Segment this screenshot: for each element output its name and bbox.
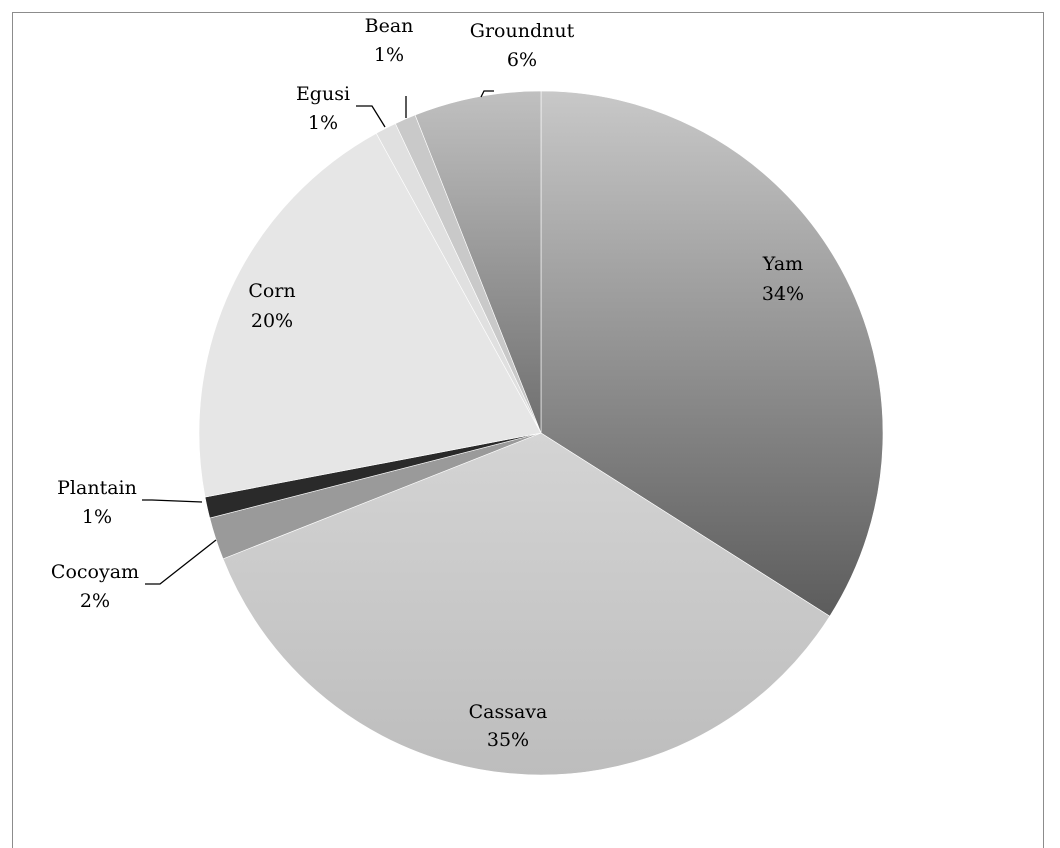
slice-percent-egusi: 1% [308,112,338,134]
leader-line-cocoyam [145,539,217,585]
leader-line-egusi [356,105,386,128]
slice-percent-cassava: 35% [487,729,529,751]
leader-line-plantain [142,499,203,503]
slice-percent-cocoyam: 2% [80,590,110,612]
pie-slice-yam [540,90,884,617]
slice-percent-bean: 1% [374,44,404,66]
slice-percent-groundnut: 6% [507,49,537,71]
slice-label-groundnut: Groundnut [470,20,575,42]
pie-slice-corn [198,132,542,498]
leader-line-groundnut [480,90,494,98]
slice-label-corn: Corn [248,280,295,302]
slice-percent-yam: 34% [762,283,804,305]
slice-label-cocoyam: Cocoyam [51,561,139,583]
slice-label-cassava: Cassava [469,701,548,723]
slice-percent-corn: 20% [251,310,293,332]
pie-slice-groundnut [414,90,542,434]
slice-label-plantain: Plantain [57,477,137,499]
slice-label-egusi: Egusi [296,83,350,105]
slice-label-bean: Bean [365,15,414,37]
slice-label-yam: Yam [762,253,803,275]
pie-slice-cassava [222,432,831,776]
slice-percent-plantain: 1% [82,506,112,528]
